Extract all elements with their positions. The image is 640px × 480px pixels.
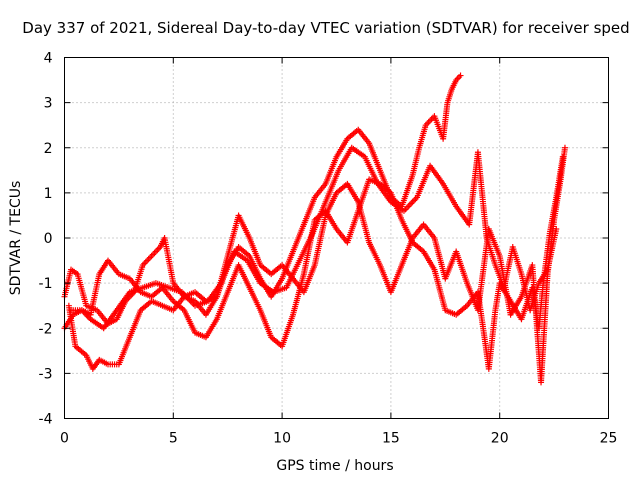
y-tick-label: -1: [39, 276, 53, 292]
series-track-d: [68, 144, 560, 332]
y-tick-label: -3: [39, 366, 53, 382]
x-tick-label: 0: [60, 431, 69, 447]
x-tick-label: 5: [169, 431, 178, 447]
y-tick-label: 4: [44, 51, 53, 67]
y-axis-label: SDTVAR / TECUs: [8, 181, 24, 296]
y-tick-label: 2: [44, 141, 53, 157]
y-tick-label: 3: [44, 96, 53, 112]
x-tick-label: 15: [382, 431, 400, 447]
x-tick-label: 20: [491, 431, 509, 447]
chart-title: Day 337 of 2021, Sidereal Day-to-day VTE…: [22, 19, 629, 37]
y-tick-label: 1: [44, 186, 53, 202]
y-tick-label: -2: [39, 321, 53, 337]
data-points: [61, 72, 568, 386]
y-tick-label: -4: [39, 412, 53, 428]
data-point: [457, 72, 464, 79]
y-tick-label: 0: [44, 231, 53, 247]
data-point: [561, 144, 568, 151]
data-point: [553, 225, 560, 232]
axis-ticks: 0 5 10 15 20 25 -4 -3 -2 -1 0 1 2 3 4: [39, 51, 618, 447]
x-axis-label: GPS time / hours: [276, 458, 393, 474]
x-tick-label: 25: [600, 431, 618, 447]
x-tick-label: 10: [273, 431, 291, 447]
